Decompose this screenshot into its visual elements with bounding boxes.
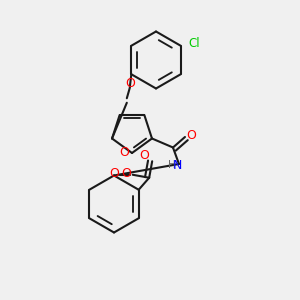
Text: N: N [173, 159, 182, 172]
Text: Cl: Cl [188, 37, 200, 50]
Text: O: O [109, 167, 119, 180]
Text: O: O [140, 149, 150, 162]
Text: H: H [168, 160, 175, 170]
Text: O: O [120, 146, 129, 160]
Text: O: O [187, 129, 196, 142]
Text: O: O [125, 77, 135, 90]
Text: O: O [121, 167, 131, 180]
